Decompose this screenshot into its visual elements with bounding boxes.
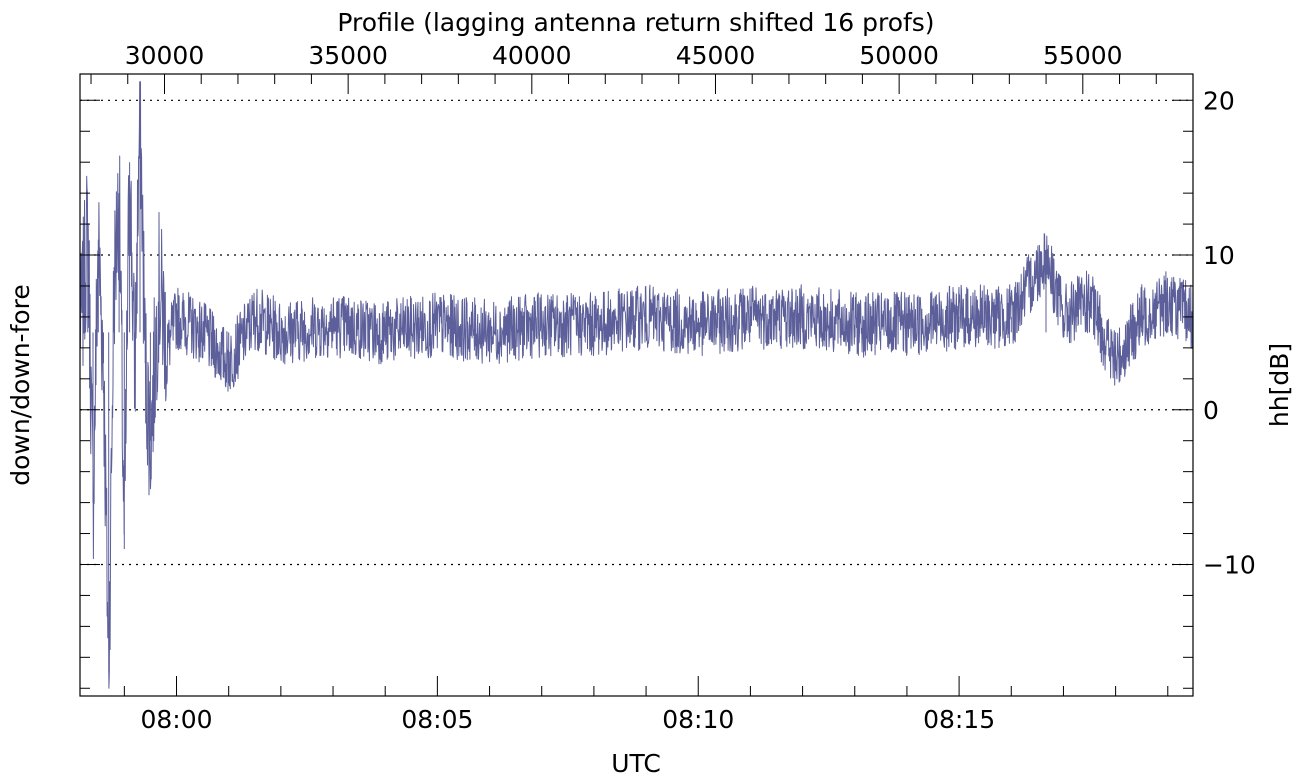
tick-labels: 20 10 0 −10 08:00 08:05 08:10 08:15 30000 35000 40… (125, 41, 1256, 734)
y-tick-label: −10 (1203, 550, 1256, 579)
top-axis-title: Profile (lagging antenna return shifted … (337, 8, 934, 37)
top-tick-label: 45000 (676, 41, 756, 70)
top-tick-label: 50000 (859, 41, 939, 70)
top-tick-label: 35000 (308, 41, 388, 70)
y-axis-title-right: hh[dB] (1265, 343, 1294, 427)
x-axis-title: UTC (611, 749, 661, 778)
top-tick-label: 40000 (492, 41, 572, 70)
plot-frame (79, 73, 1194, 697)
x-tick-label: 08:10 (662, 705, 734, 734)
x-tick-label: 08:15 (923, 705, 995, 734)
y-tick-label: 20 (1203, 86, 1235, 115)
top-tick-label: 30000 (125, 41, 205, 70)
x-tick-label: 08:05 (401, 705, 473, 734)
tick-marks (80, 74, 1194, 696)
y-tick-label: 0 (1203, 396, 1219, 425)
y-tick-label: 10 (1203, 241, 1235, 270)
top-tick-label: 55000 (1043, 41, 1123, 70)
series-group (79, 81, 1194, 689)
x-tick-label: 08:00 (140, 705, 212, 734)
series-line (79, 81, 1194, 689)
y-axis-title-left: down/down-fore (6, 284, 35, 486)
